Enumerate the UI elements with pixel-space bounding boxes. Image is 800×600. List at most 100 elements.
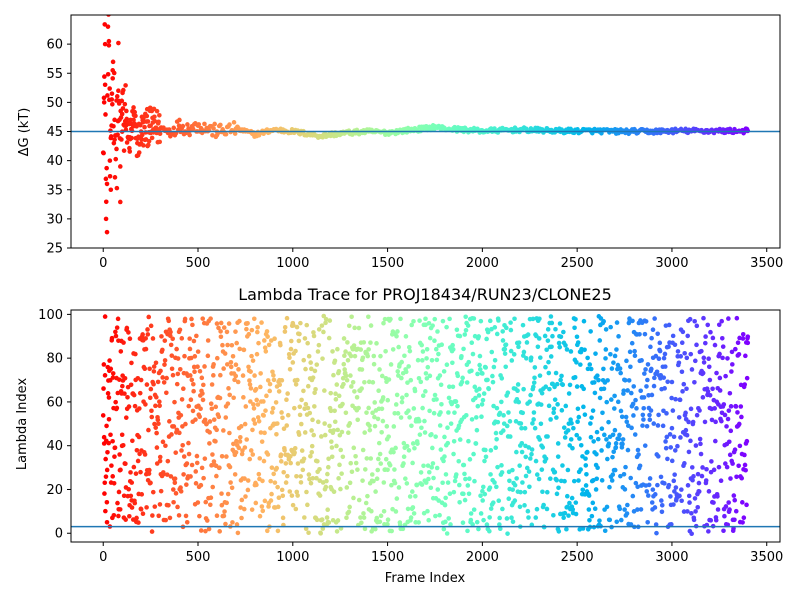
lambda-point: [408, 515, 414, 520]
lambda-point: [315, 419, 321, 425]
lambda-point: [537, 373, 543, 378]
delta-g-point: [123, 83, 128, 88]
lambda-point: [424, 347, 430, 352]
lambda-point: [198, 482, 204, 488]
lambda-point: [610, 454, 615, 460]
lambda-point: [483, 454, 489, 460]
lambda-point: [740, 336, 746, 341]
lambda-point: [341, 381, 346, 387]
lambda-point: [187, 373, 193, 378]
lambda-point: [493, 430, 499, 436]
lambda-point: [425, 508, 430, 514]
lambda-point: [456, 458, 462, 464]
lambda-point: [460, 520, 466, 526]
lambda-point: [444, 362, 450, 367]
lambda-point: [221, 513, 227, 519]
delta-g-point: [144, 113, 150, 119]
lambda-point: [471, 316, 477, 321]
lambda-point: [399, 375, 404, 381]
lambda-point: [659, 498, 664, 503]
lambda-point: [598, 316, 604, 321]
lambda-point: [549, 344, 554, 350]
lambda-point: [582, 347, 587, 353]
lambda-point: [665, 379, 670, 385]
lambda-point: [193, 481, 199, 486]
lambda-point: [238, 505, 243, 510]
lambda-point: [323, 316, 329, 322]
top-y-tick-label: 25: [46, 242, 63, 257]
lambda-point: [560, 382, 566, 388]
lambda-point: [347, 504, 352, 510]
lambda-point: [338, 486, 343, 492]
lambda-point: [223, 415, 229, 420]
lambda-point: [426, 320, 432, 326]
lambda-point: [407, 348, 413, 354]
lambda-point: [287, 489, 293, 494]
delta-g-panel: ΔG (kT) 0 500 1000 1500 2000 2500 3000 35002530…: [17, 14, 783, 271]
lambda-point: [321, 313, 327, 319]
lambda-point: [169, 353, 175, 358]
lambda-point: [336, 393, 342, 399]
lambda-point: [452, 410, 457, 415]
lambda-point: [474, 427, 480, 433]
lambda-point: [261, 338, 267, 343]
lambda-point: [716, 464, 722, 470]
lambda-point: [554, 415, 559, 420]
lambda-point: [159, 334, 164, 339]
lambda-point: [596, 377, 601, 383]
lambda-point: [692, 380, 697, 385]
top-y-label: ΔG (kT): [17, 108, 32, 157]
top-x-tick-label: 1000: [276, 256, 309, 271]
lambda-point: [495, 419, 501, 425]
lambda-point: [203, 499, 209, 505]
lambda-point: [191, 364, 197, 370]
lambda-point: [294, 324, 300, 330]
lambda-point: [465, 483, 471, 488]
lambda-point: [170, 336, 175, 342]
lambda-point: [735, 340, 741, 346]
delta-g-point: [114, 185, 120, 191]
lambda-point: [252, 373, 257, 378]
lambda-point: [359, 520, 364, 526]
delta-g-point: [101, 100, 107, 105]
lambda-point: [500, 506, 505, 512]
lambda-point: [654, 530, 659, 536]
lambda-point: [523, 473, 529, 479]
lambda-point: [338, 447, 344, 453]
lambda-point: [223, 521, 228, 527]
lambda-point: [329, 445, 335, 450]
lambda-point: [127, 336, 133, 342]
lambda-point: [325, 507, 330, 513]
bottom-x-label: Frame Index: [385, 571, 466, 586]
lambda-point: [566, 513, 571, 518]
lambda-point: [145, 332, 151, 337]
lambda-point: [122, 375, 128, 381]
lambda-point: [703, 478, 709, 483]
lambda-point: [400, 526, 406, 532]
lambda-point: [488, 506, 494, 511]
lambda-point: [379, 406, 385, 412]
lambda-point: [298, 320, 303, 326]
lambda-point: [271, 373, 276, 378]
lambda-point: [251, 406, 257, 411]
lambda-point: [556, 529, 562, 534]
lambda-point: [155, 417, 161, 423]
lambda-point: [110, 375, 116, 380]
lambda-point: [692, 358, 698, 364]
lambda-point: [538, 402, 544, 407]
lambda-point: [156, 513, 162, 519]
lambda-point: [325, 464, 331, 470]
lambda-point: [214, 427, 219, 433]
lambda-point: [340, 401, 345, 407]
lambda-point: [326, 335, 332, 341]
lambda-point: [609, 366, 615, 371]
lambda-point: [635, 447, 641, 453]
lambda-point: [432, 392, 438, 398]
lambda-point: [480, 498, 485, 503]
lambda-point: [211, 417, 217, 422]
delta-g-point: [157, 139, 163, 145]
lambda-point: [463, 412, 469, 418]
lambda-point: [360, 478, 365, 483]
lambda-point: [380, 395, 386, 400]
